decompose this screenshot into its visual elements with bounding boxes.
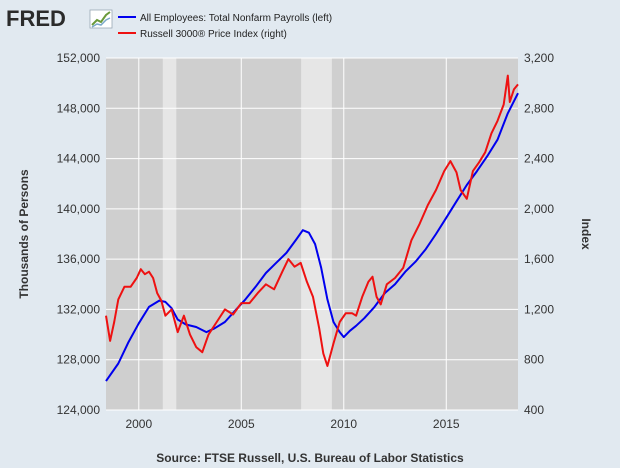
x-tick-label: 2000 [125, 417, 152, 431]
legend-label-left-series: All Employees: Total Nonfarm Payrolls (l… [140, 13, 332, 24]
y-left-tick-label: 152,000 [57, 51, 101, 65]
series-line-left [105, 92, 519, 382]
y-right-tick-label: 3,200 [524, 51, 554, 65]
y-right-tick-label: 1,200 [524, 302, 554, 316]
fred-chart-logo-icon [89, 9, 113, 29]
legend-item-right-series[interactable]: Russell 3000® Price Index (right) [118, 29, 287, 40]
y-left-tick-label: 132,000 [57, 302, 101, 316]
x-axis-ticks: 2000 2005 2010 2015 [125, 417, 459, 431]
series-line-right [105, 74, 519, 367]
y-right-tick-label: 1,600 [524, 252, 554, 266]
y-left-tick-label: 144,000 [57, 152, 101, 166]
legend-item-left-series[interactable]: All Employees: Total Nonfarm Payrolls (l… [118, 13, 332, 24]
recession-shading [162, 58, 332, 410]
y-right-tick-label: 2,000 [524, 202, 554, 216]
y-axis-left-ticks: 124,000 128,000 132,000 136,000 140,000 144,0… [57, 51, 101, 417]
y-axis-right-title: Index [579, 218, 593, 250]
fred-logo[interactable]: FRED [6, 6, 113, 31]
x-tick-label: 2005 [228, 417, 255, 431]
y-left-tick-label: 124,000 [57, 403, 101, 417]
y-left-tick-label: 140,000 [57, 202, 101, 216]
x-tick-label: 2015 [433, 417, 460, 431]
y-right-tick-label: 2,400 [524, 152, 554, 166]
source-note: Source: FTSE Russell, U.S. Bureau of Lab… [156, 451, 464, 465]
recession-band [162, 58, 177, 410]
legend-label-right-series: Russell 3000® Price Index (right) [140, 29, 287, 40]
series-lines [105, 74, 519, 382]
y-axis-left-title: Thousands of Persons [17, 169, 31, 299]
logo-text: FRED [6, 6, 66, 31]
recession-band [301, 58, 332, 410]
y-left-tick-label: 148,000 [57, 101, 101, 115]
y-left-tick-label: 128,000 [57, 353, 101, 367]
x-tick-label: 2010 [330, 417, 357, 431]
y-left-tick-label: 136,000 [57, 252, 101, 266]
y-right-tick-label: 2,800 [524, 101, 554, 115]
legend: All Employees: Total Nonfarm Payrolls (l… [118, 13, 332, 40]
gridlines [106, 57, 518, 411]
y-right-tick-label: 800 [524, 353, 544, 367]
y-axis-right-ticks: 400 800 1,200 1,600 2,000 2,400 2,800 3,200 [524, 51, 554, 417]
y-right-tick-label: 400 [524, 403, 544, 417]
